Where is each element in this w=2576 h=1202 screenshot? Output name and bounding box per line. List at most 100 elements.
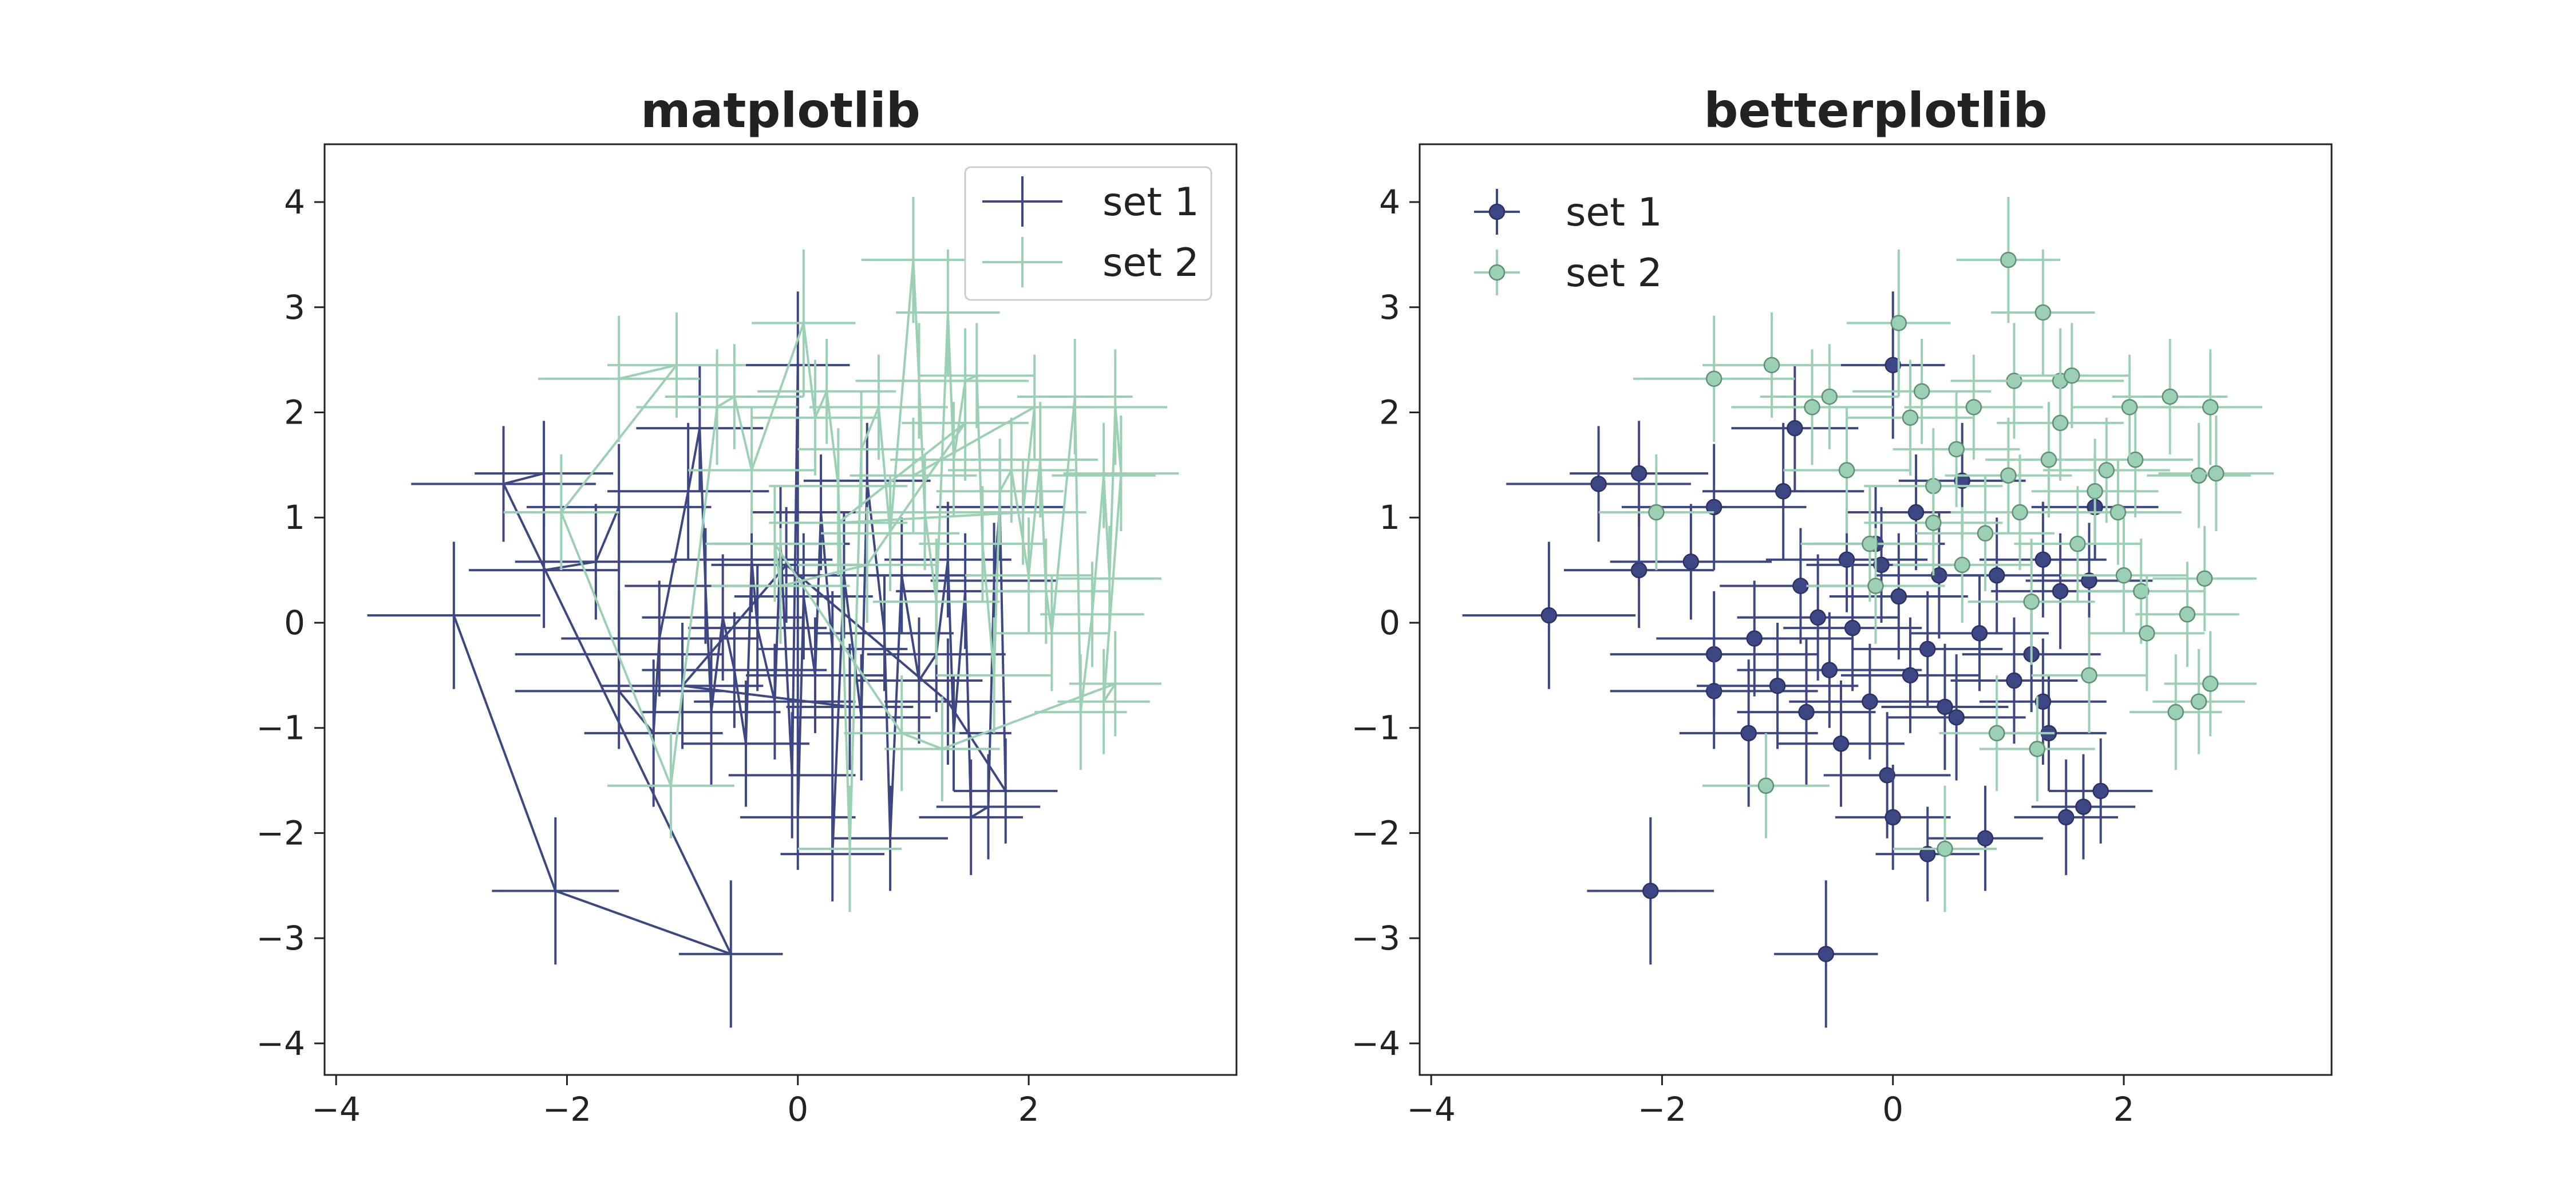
data-point xyxy=(2152,525,2257,631)
series-line xyxy=(560,259,1123,850)
right-plot-area: −4 −2 0 2 −4 −3 −2 −1 0 1 2 3 4 set 1 set 2 xyxy=(1352,143,2333,1129)
data-point xyxy=(953,738,1058,844)
point-marker xyxy=(2000,467,2017,484)
point-marker xyxy=(1705,370,1722,387)
point-marker xyxy=(2115,567,2132,584)
data-point xyxy=(1887,654,2026,781)
point-marker xyxy=(1919,845,1936,863)
data-point xyxy=(1696,622,1859,749)
data-point xyxy=(688,407,815,533)
data-point xyxy=(884,696,1000,802)
data-point xyxy=(2031,617,2147,733)
data-point xyxy=(1506,426,1691,542)
y-tick-label: 4 xyxy=(284,183,305,222)
x-tick-label: 0 xyxy=(1882,1090,1903,1129)
point-marker xyxy=(1630,562,1647,579)
data-point xyxy=(1052,422,1156,528)
point-marker xyxy=(1988,725,2005,742)
data-point xyxy=(1774,880,1878,1028)
data-point xyxy=(786,643,914,770)
point-marker xyxy=(1948,441,1965,458)
point-marker xyxy=(1804,399,1820,416)
point-marker xyxy=(1642,883,1659,899)
data-point xyxy=(1737,612,1922,728)
point-marker xyxy=(2012,504,2028,521)
point-marker xyxy=(2190,467,2207,484)
data-point xyxy=(982,402,1099,518)
series-2 xyxy=(1598,196,2274,912)
point-marker xyxy=(2196,570,2213,587)
data-point xyxy=(711,528,850,644)
point-marker xyxy=(2006,672,2022,689)
point-marker xyxy=(1937,698,1953,715)
right-chart-title: betterplotlib xyxy=(1704,82,2047,139)
data-point xyxy=(797,785,902,912)
data-point xyxy=(469,512,619,628)
point-marker xyxy=(1884,357,1901,374)
data-point xyxy=(1610,504,1772,620)
data-point xyxy=(752,359,879,476)
data-point xyxy=(2152,649,2245,754)
x-tick-label: 0 xyxy=(787,1090,808,1129)
data-point xyxy=(740,765,856,870)
point-marker xyxy=(2057,809,2075,826)
point-marker xyxy=(1763,357,1780,374)
point-marker xyxy=(1937,840,1953,857)
data-point xyxy=(367,541,541,689)
data-point xyxy=(1057,649,1150,754)
data-point xyxy=(1702,422,1864,560)
point-marker xyxy=(2000,251,2017,268)
point-marker xyxy=(2179,606,2196,623)
data-point xyxy=(642,554,804,681)
left-plot-area: −4 −2 0 2 −4 −3 −2 −1 0 1 2 3 4 set 1 set 2 xyxy=(256,143,1238,1129)
data-point xyxy=(746,291,850,439)
data-point xyxy=(2031,754,2136,860)
data-point xyxy=(1737,554,1899,681)
data-point xyxy=(526,444,712,571)
point-marker xyxy=(2075,798,2092,815)
data-point xyxy=(1633,315,1795,442)
data-point xyxy=(884,638,1012,765)
point-marker xyxy=(1838,462,1855,479)
y-tick-label: 1 xyxy=(1379,498,1400,537)
data-point xyxy=(607,312,746,418)
point-marker xyxy=(1965,399,1982,416)
data-point xyxy=(1893,507,2032,623)
data-point xyxy=(1991,249,2095,376)
legend-label: set 2 xyxy=(1566,251,1662,296)
data-point xyxy=(2014,323,2130,429)
point-marker xyxy=(2162,388,2178,405)
data-point xyxy=(1760,344,1899,449)
legend-label: set 1 xyxy=(1103,180,1199,225)
point-marker xyxy=(1630,465,1647,482)
data-point xyxy=(936,438,1064,544)
point-marker xyxy=(1705,499,1722,516)
data-point xyxy=(1910,575,2049,691)
x-tick-label: −4 xyxy=(1406,1090,1456,1129)
left-chart-title: matplotlib xyxy=(641,82,920,139)
data-point xyxy=(1829,533,1968,660)
point-marker xyxy=(1832,736,1850,752)
point-marker xyxy=(2202,675,2219,692)
data-point xyxy=(1852,338,1992,444)
data-point xyxy=(1570,421,1709,526)
point-marker xyxy=(2052,583,2069,600)
data-point xyxy=(1564,512,1714,628)
data-point xyxy=(1679,659,1818,807)
data-point xyxy=(734,533,873,660)
data-point xyxy=(1893,785,1997,912)
data-point xyxy=(2014,486,2142,602)
point-marker xyxy=(1890,588,1907,605)
point-marker xyxy=(2190,693,2207,710)
data-point xyxy=(1847,359,1974,476)
data-point xyxy=(1835,765,1951,870)
point-marker xyxy=(1925,515,1942,531)
y-tick-label: 1 xyxy=(284,498,305,537)
point-marker xyxy=(2139,625,2155,642)
data-point xyxy=(832,785,948,891)
point-marker xyxy=(2029,741,2046,757)
data-point xyxy=(2147,422,2251,528)
point-marker xyxy=(2034,693,2052,710)
